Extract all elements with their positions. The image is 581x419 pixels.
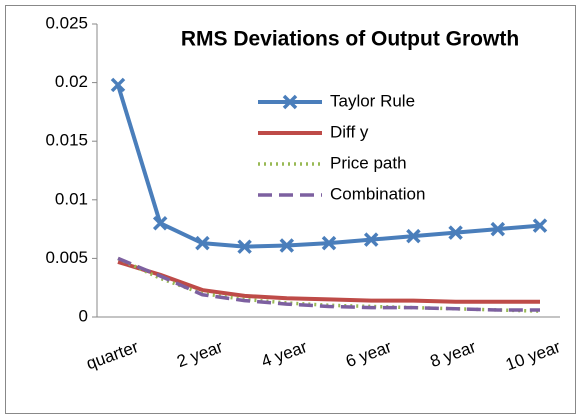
series-marker [110, 77, 126, 93]
chart-title: RMS Deviations of Output Growth [181, 28, 519, 51]
legend-label: Diff y [330, 122, 369, 141]
series-marker [237, 239, 252, 254]
y-tick-label: 0.015 [45, 131, 88, 150]
y-tick-label: 0.005 [45, 248, 88, 267]
series-line [117, 256, 540, 312]
y-tick-label: 0.02 [55, 72, 88, 91]
chart-border [5, 5, 576, 414]
y-tick-label: 0.025 [45, 13, 88, 32]
series-marker [532, 218, 548, 233]
series-marker [195, 235, 210, 251]
series-marker [279, 238, 295, 253]
series-marker [321, 235, 337, 251]
series-marker [363, 232, 379, 247]
y-tick-label: 0.01 [55, 189, 88, 208]
legend-label: Combination [330, 184, 425, 203]
series-marker [490, 221, 506, 237]
series-line [117, 260, 540, 304]
series-marker [406, 228, 421, 244]
legend-label: Price path [330, 153, 407, 172]
legend-marker [282, 94, 298, 110]
y-tick-label: 0 [79, 306, 88, 325]
legend-label: Taylor Rule [330, 91, 415, 110]
series-marker [152, 216, 168, 231]
series-marker [448, 225, 463, 240]
